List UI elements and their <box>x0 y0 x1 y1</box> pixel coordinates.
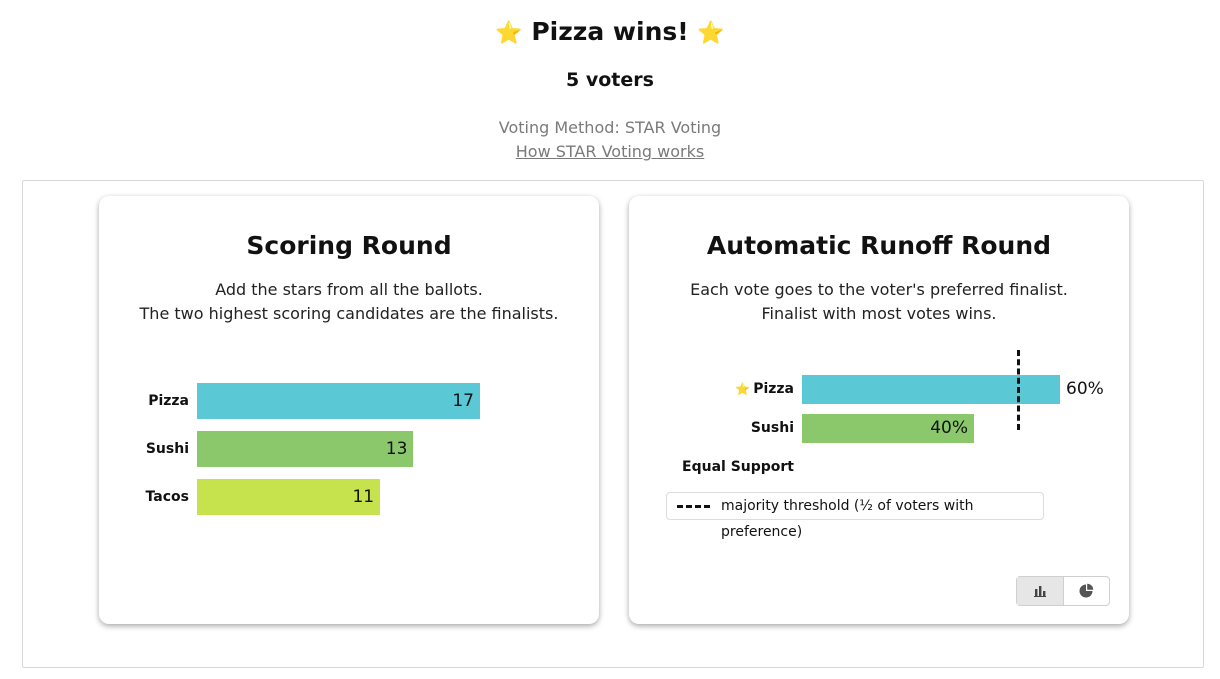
scoring-label-sushi: Sushi <box>145 441 189 457</box>
winner-title: Pizza wins! <box>531 17 689 46</box>
star-icon: ⭐ <box>495 21 523 46</box>
runoff-label-text: Pizza <box>753 381 794 397</box>
runoff-bar-pizza <box>802 375 1060 404</box>
dashed-line-icon <box>677 505 710 508</box>
how-star-voting-link[interactable]: How STAR Voting works <box>515 142 705 161</box>
scoring-bar-pizza: 17 <box>197 383 480 419</box>
runoff-value-label-pizza: 60% <box>1066 379 1104 399</box>
runoff-desc-line1: Each vote goes to the voter's preferred … <box>690 280 1068 299</box>
runoff-label-text: Sushi <box>750 420 794 436</box>
scoring-round-card: Scoring Round Add the stars from all the… <box>99 196 599 624</box>
winner-star-icon: ⭐ <box>735 382 751 396</box>
pie-chart-view-button[interactable] <box>1062 577 1110 605</box>
scoring-bar-tacos: 11 <box>197 479 381 515</box>
page-title: ⭐ Pizza wins! ⭐ <box>0 14 1220 52</box>
scoring-desc-line2: The two highest scoring candidates are t… <box>139 304 559 323</box>
runoff-label-equal-support: Equal Support <box>629 453 794 482</box>
scoring-round-description: Add the stars from all the ballots. The … <box>99 278 599 326</box>
bar-chart-view-button[interactable] <box>1017 577 1063 605</box>
runoff-round-description: Each vote goes to the voter's preferred … <box>629 278 1129 326</box>
scoring-round-title: Scoring Round <box>246 231 452 260</box>
threshold-legend-text: majority threshold (½ of voters with pre… <box>721 498 974 540</box>
bar-chart-icon <box>1033 586 1046 597</box>
runoff-bar-sushi <box>802 414 974 443</box>
runoff-label-pizza: ⭐ Pizza <box>629 375 794 404</box>
pie-chart-icon <box>1079 583 1094 598</box>
scoring-label-tacos: Tacos <box>145 489 189 505</box>
chart-view-toggle <box>1016 576 1110 606</box>
runoff-label-text: Equal Support <box>682 459 794 475</box>
runoff-desc-line2: Finalist with most votes wins. <box>761 304 997 323</box>
star-icon: ⭐ <box>697 21 725 46</box>
runoff-round-card: Automatic Runoff Round Each vote goes to… <box>629 196 1129 624</box>
majority-threshold-line <box>1017 350 1020 430</box>
voting-method: Voting Method: STAR Voting <box>498 118 722 137</box>
scoring-bar-sushi: 13 <box>197 431 414 467</box>
runoff-value-label-sushi: 40% <box>930 418 968 438</box>
runoff-label-sushi: Sushi <box>629 414 794 443</box>
scoring-label-pizza: Pizza <box>148 393 189 409</box>
results-panel <box>22 180 1204 668</box>
voter-count: 5 voters <box>566 69 654 91</box>
threshold-legend: majority threshold (½ of voters with pre… <box>666 492 1044 540</box>
scoring-desc-line1: Add the stars from all the ballots. <box>215 280 483 299</box>
runoff-round-title: Automatic Runoff Round <box>706 231 1052 260</box>
how-star-voting-link-wrapper: How STAR Voting works <box>0 141 1220 163</box>
